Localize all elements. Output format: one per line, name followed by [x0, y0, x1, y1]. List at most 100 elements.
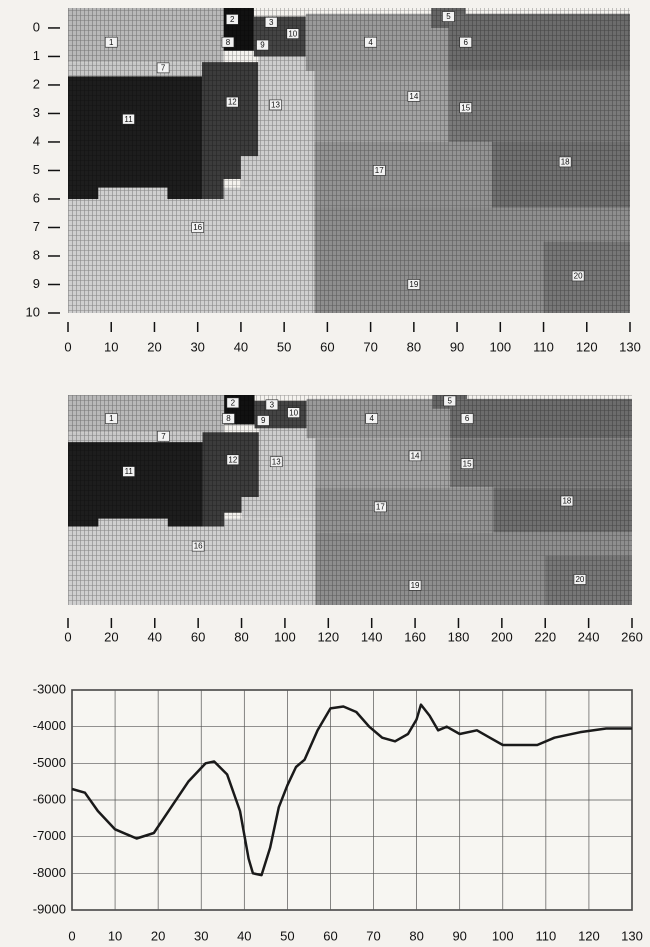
region-label: 19 — [411, 581, 420, 590]
region-label: 15 — [461, 103, 470, 112]
region-label: 11 — [125, 467, 134, 476]
region-label: 17 — [376, 502, 385, 511]
x-tick-label: 10 — [104, 339, 118, 354]
y-tick-label: -6000 — [33, 791, 66, 806]
region-label: 20 — [575, 575, 584, 584]
region-label: 12 — [228, 98, 237, 107]
x-tick-label: 20 — [147, 339, 161, 354]
region-label: 9 — [261, 416, 266, 425]
region-label: 2 — [230, 15, 235, 24]
region-label: 10 — [289, 408, 298, 417]
region-label: 7 — [161, 432, 166, 441]
x-tick-label: 130 — [621, 928, 643, 943]
x-tick-label: 260 — [621, 629, 643, 644]
x-tick-label: 0 — [68, 928, 75, 943]
x-tick-label: 90 — [450, 339, 464, 354]
x-tick-label: 70 — [363, 339, 377, 354]
region-label: 13 — [272, 457, 281, 466]
y-tick-label: 9 — [33, 276, 40, 291]
x-tick-label: 40 — [148, 629, 162, 644]
region-label: 16 — [194, 542, 203, 551]
region-label: 4 — [368, 38, 373, 47]
y-tick-label: 3 — [33, 105, 40, 120]
x-tick-label: 220 — [534, 629, 556, 644]
y-tick-label: 7 — [33, 219, 40, 234]
region-label: 13 — [271, 101, 280, 110]
x-tick-label: 70 — [366, 928, 380, 943]
x-tick-label: 160 — [404, 629, 426, 644]
mesh-model: 1234567891011121314151617181920 — [68, 8, 630, 313]
region-label: 6 — [465, 414, 470, 423]
y-tick-label: 4 — [33, 133, 40, 148]
y-tick-label: 2 — [33, 76, 40, 91]
region-label: 14 — [409, 92, 418, 101]
x-tick-label: 30 — [190, 339, 204, 354]
x-tick-label: 60 — [320, 339, 334, 354]
x-tick-label: 50 — [280, 928, 294, 943]
region-label: 2 — [231, 398, 236, 407]
x-tick-label: 140 — [361, 629, 383, 644]
x-tick-label: 80 — [407, 339, 421, 354]
region-label: 20 — [574, 272, 583, 281]
x-tick-label: 120 — [578, 928, 600, 943]
x-tick-label: 60 — [191, 629, 205, 644]
x-tick-label: 180 — [448, 629, 470, 644]
x-tick-label: 30 — [194, 928, 208, 943]
x-tick-label: 240 — [578, 629, 600, 644]
x-tick-label: 10 — [108, 928, 122, 943]
region-label: 15 — [463, 459, 472, 468]
x-tick-label: 130 — [619, 339, 641, 354]
y-tick-label: -3000 — [33, 681, 66, 696]
region-label: 17 — [375, 166, 384, 175]
figure: 1234567891011121314151617181920010203040… — [0, 0, 650, 947]
region-label: 4 — [369, 414, 374, 423]
region-label: 3 — [269, 18, 274, 27]
x-tick-label: 120 — [576, 339, 598, 354]
region-label: 10 — [288, 29, 297, 38]
region-label: 5 — [448, 396, 453, 405]
y-tick-label: 8 — [33, 247, 40, 262]
x-tick-label: 20 — [151, 928, 165, 943]
x-tick-label: 100 — [492, 928, 514, 943]
region-label: 6 — [463, 38, 468, 47]
x-tick-label: 110 — [535, 928, 556, 943]
x-tick-label: 80 — [409, 928, 423, 943]
x-tick-label: 0 — [64, 629, 71, 644]
y-tick-label: -8000 — [33, 865, 66, 880]
y-tick-label: 10 — [26, 304, 40, 319]
region-label: 11 — [124, 115, 133, 124]
region-label: 19 — [409, 280, 418, 289]
region-label: 7 — [161, 63, 166, 72]
y-tick-label: -5000 — [33, 755, 66, 770]
mesh-grid — [68, 395, 632, 605]
region-label: 1 — [109, 38, 114, 47]
region-label: 18 — [562, 497, 571, 506]
region-label: 12 — [228, 455, 237, 464]
x-tick-label: 60 — [323, 928, 337, 943]
mesh-grid — [68, 8, 630, 313]
y-tick-label: 6 — [33, 190, 40, 205]
region-label: 14 — [411, 451, 420, 460]
region-label: 1 — [109, 414, 114, 423]
region-label: 18 — [561, 158, 570, 167]
y-tick-label: 1 — [33, 48, 40, 63]
y-tick-label: -4000 — [33, 718, 66, 733]
x-tick-label: 40 — [234, 339, 248, 354]
region-label: 3 — [270, 400, 275, 409]
x-tick-label: 20 — [104, 629, 118, 644]
x-tick-label: 100 — [489, 339, 511, 354]
y-tick-label: 5 — [33, 162, 40, 177]
x-tick-label: 0 — [64, 339, 71, 354]
y-tick-label: 0 — [33, 19, 40, 34]
region-label: 5 — [446, 12, 451, 21]
x-tick-label: 200 — [491, 629, 513, 644]
y-tick-label: -9000 — [33, 901, 66, 916]
x-tick-label: 90 — [452, 928, 466, 943]
x-tick-label: 80 — [234, 629, 248, 644]
x-tick-label: 50 — [277, 339, 291, 354]
region-label: 9 — [260, 41, 265, 50]
region-label: 8 — [226, 414, 231, 423]
x-tick-label: 110 — [533, 339, 554, 354]
region-label: 8 — [226, 38, 231, 47]
